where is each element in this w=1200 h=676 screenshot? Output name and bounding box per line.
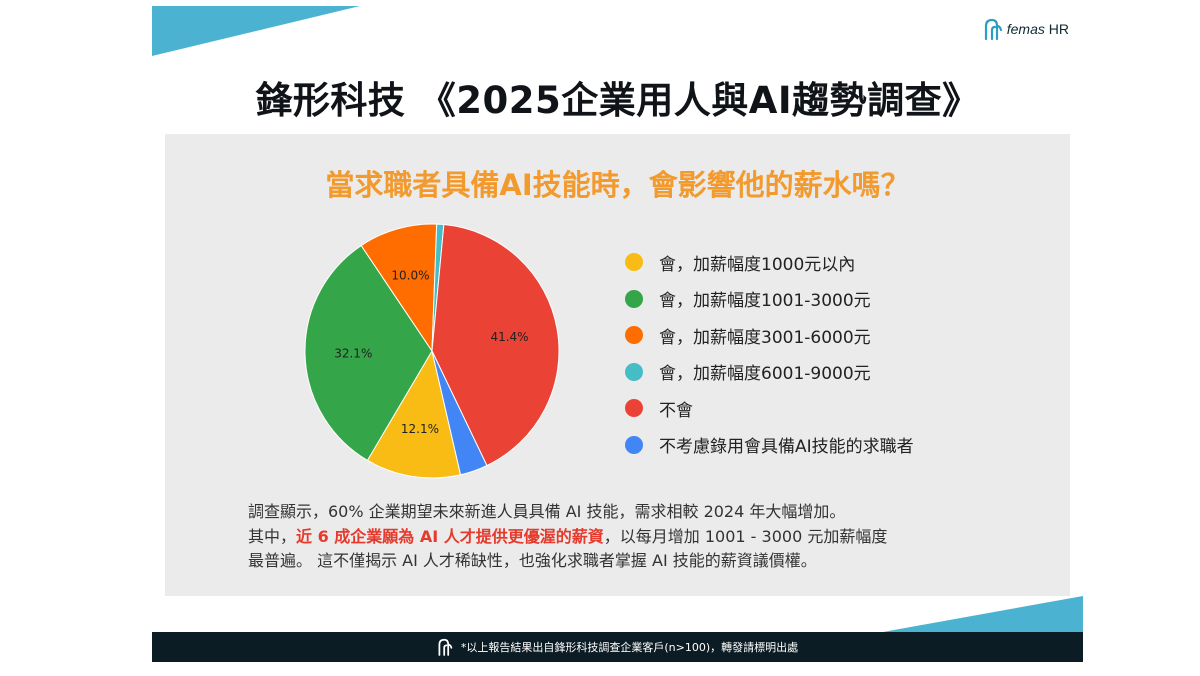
summary-line-3: 最普遍。 這不僅揭示 AI 人才稀缺性，也強化求職者掌握 AI 技能的薪資議價權… bbox=[248, 551, 817, 570]
slide: femas HR 鋒形科技 《2025企業用人與AI趨勢調查》 當求職者具備AI… bbox=[152, 6, 1083, 662]
chart-panel: 當求職者具備AI技能時，會影響他的薪水嗎？ 12.1% 32.1% 10.0% 41.… bbox=[165, 134, 1070, 596]
pie-slice-label-2: 10.0% bbox=[391, 268, 429, 282]
legend-item-1: 會，加薪幅度1001-3000元 bbox=[625, 281, 914, 318]
corner-decoration-bottom-right bbox=[883, 596, 1083, 632]
pie-slice-label-1: 32.1% bbox=[334, 346, 372, 360]
brand-suffix: HR bbox=[1048, 21, 1069, 37]
legend-swatch-3 bbox=[625, 362, 643, 381]
legend-label-1: 會，加薪幅度1001-3000元 bbox=[659, 291, 871, 312]
legend-swatch-4 bbox=[625, 399, 643, 418]
brand-name: femas bbox=[1006, 21, 1045, 37]
legend-label-2: 會，加薪幅度3001-6000元 bbox=[659, 327, 871, 348]
summary-line-2: 其中，近 6 成企業願為 AI 人才提供更優渥的薪資，以每月增加 1001 - … bbox=[248, 525, 1048, 550]
legend-item-5: 不考慮錄用會具備AI技能的求職者 bbox=[625, 427, 914, 464]
pie-slice-2 bbox=[360, 223, 438, 353]
legend-label-0: 會，加薪幅度1000元以內 bbox=[659, 254, 856, 275]
pie-slice-label-0: 12.1% bbox=[401, 422, 439, 436]
legend-swatch-0 bbox=[625, 253, 643, 272]
summary-highlight: 近 6 成企業願為 AI 人才提供更優渥的薪資 bbox=[296, 526, 604, 546]
pie-chart: 12.1% 32.1% 10.0% 41.4% bbox=[304, 223, 560, 479]
legend-label-4: 不會 bbox=[659, 400, 693, 421]
pie-slice-0 bbox=[366, 349, 462, 479]
legend-label-3: 會，加薪幅度6001-9000元 bbox=[659, 364, 871, 385]
pie-slice-4 bbox=[431, 224, 560, 467]
summary-text: 調查顯示，60% 企業期望未來新進人員具備 AI 技能，需求相較 2024 年大… bbox=[248, 500, 1048, 574]
legend-item-3: 會，加薪幅度6001-9000元 bbox=[625, 354, 914, 391]
summary-line-1: 調查顯示，60% 企業期望未來新進人員具備 AI 技能，需求相較 2024 年大… bbox=[248, 502, 846, 521]
legend-swatch-1 bbox=[625, 289, 643, 308]
pie-slice-1 bbox=[304, 244, 433, 462]
pie-slice-5 bbox=[431, 350, 488, 476]
femas-logo-icon bbox=[438, 638, 453, 656]
brand-logo: femas HR bbox=[983, 18, 1069, 40]
corner-decoration-top-left bbox=[152, 6, 360, 56]
page-title: 鋒形科技 《2025企業用人與AI趨勢調查》 bbox=[255, 79, 980, 122]
legend-item-4: 不會 bbox=[625, 390, 914, 427]
legend-item-2: 會，加薪幅度3001-6000元 bbox=[625, 317, 914, 354]
femas-logo-icon bbox=[984, 18, 1002, 40]
summary-line-2-pre: 其中， bbox=[248, 526, 297, 546]
summary-line-2-post: ，以每月增加 1001 - 3000 元加薪幅度 bbox=[603, 526, 888, 546]
chart-legend: 會，加薪幅度1000元以內 會，加薪幅度1001-3000元 會，加薪幅度3001-… bbox=[625, 244, 914, 463]
footer-note: *以上報告結果出自鋒形科技調查企業客戶(n>100)，轉發請標明出處 bbox=[460, 641, 799, 654]
chart-title: 當求職者具備AI技能時，會影響他的薪水嗎？ bbox=[325, 168, 910, 202]
legend-swatch-5 bbox=[625, 435, 643, 454]
legend-item-0: 會，加薪幅度1000元以內 bbox=[625, 244, 914, 281]
pie-slice-label-4: 41.4% bbox=[490, 330, 528, 344]
legend-label-5: 不考慮錄用會具備AI技能的求職者 bbox=[659, 437, 914, 458]
footer-bar: *以上報告結果出自鋒形科技調查企業客戶(n>100)，轉發請標明出處 bbox=[152, 632, 1083, 662]
legend-swatch-2 bbox=[625, 326, 643, 345]
